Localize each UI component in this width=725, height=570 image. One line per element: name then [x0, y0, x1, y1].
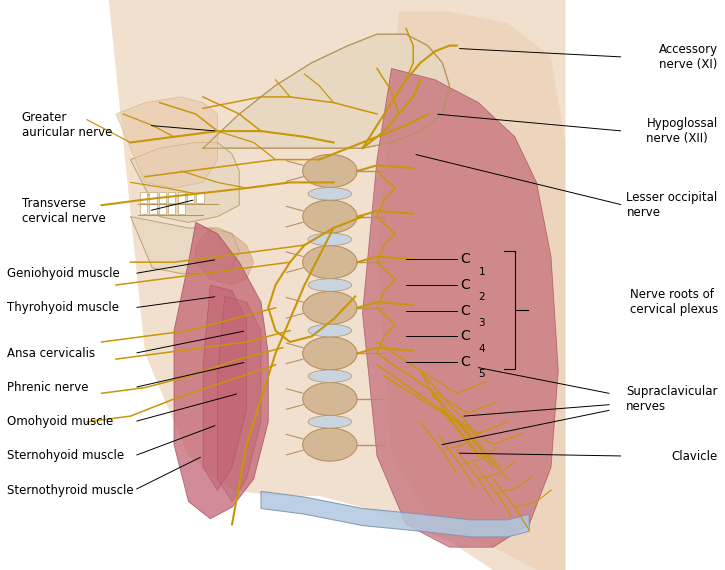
- Text: C: C: [460, 329, 470, 343]
- Text: Nerve roots of
cervical plexus: Nerve roots of cervical plexus: [629, 288, 718, 316]
- Ellipse shape: [303, 246, 357, 279]
- Text: Greater
auricular nerve: Greater auricular nerve: [22, 111, 112, 140]
- Text: 5: 5: [478, 369, 485, 380]
- Polygon shape: [362, 68, 558, 547]
- Bar: [140, 204, 147, 214]
- Text: Sternothyroid muscle: Sternothyroid muscle: [7, 484, 134, 496]
- Polygon shape: [203, 34, 450, 148]
- Text: Supraclavicular
nerves: Supraclavicular nerves: [626, 385, 718, 413]
- Ellipse shape: [303, 428, 357, 461]
- Text: Accessory
nerve (XI): Accessory nerve (XI): [658, 43, 718, 71]
- Text: Omohyoid muscle: Omohyoid muscle: [7, 416, 114, 428]
- Polygon shape: [130, 142, 239, 222]
- Bar: [168, 192, 175, 203]
- Polygon shape: [203, 285, 247, 490]
- Polygon shape: [116, 97, 218, 188]
- Text: Ansa cervicalis: Ansa cervicalis: [7, 347, 96, 360]
- Text: Clavicle: Clavicle: [671, 450, 718, 462]
- Bar: [178, 204, 185, 214]
- Polygon shape: [174, 222, 268, 519]
- Text: Hypoglossal
nerve (XII): Hypoglossal nerve (XII): [647, 117, 718, 145]
- Text: 4: 4: [478, 344, 485, 354]
- Text: Lesser occipital
nerve: Lesser occipital nerve: [626, 191, 718, 219]
- Text: Phrenic nerve: Phrenic nerve: [7, 381, 88, 394]
- Bar: [178, 192, 185, 203]
- Bar: [159, 192, 166, 203]
- Polygon shape: [109, 0, 566, 570]
- Bar: [187, 192, 194, 203]
- Bar: [159, 204, 166, 214]
- Text: C: C: [460, 355, 470, 369]
- Ellipse shape: [308, 416, 352, 428]
- Bar: [168, 204, 175, 214]
- Bar: [149, 192, 157, 203]
- Text: Geniohyoid muscle: Geniohyoid muscle: [7, 267, 120, 280]
- Text: 1: 1: [478, 267, 485, 277]
- Text: C: C: [460, 278, 470, 292]
- Ellipse shape: [308, 233, 352, 246]
- Text: Transverse
cervical nerve: Transverse cervical nerve: [22, 197, 106, 225]
- Ellipse shape: [303, 291, 357, 324]
- Ellipse shape: [308, 188, 352, 200]
- Ellipse shape: [308, 324, 352, 337]
- Ellipse shape: [303, 382, 357, 416]
- Text: C: C: [460, 304, 470, 317]
- Bar: [149, 204, 157, 214]
- Text: Thyrohyoid muscle: Thyrohyoid muscle: [7, 302, 119, 314]
- Ellipse shape: [308, 370, 352, 382]
- Bar: [140, 192, 147, 203]
- Ellipse shape: [303, 154, 357, 188]
- Bar: [196, 192, 204, 203]
- Polygon shape: [130, 217, 239, 274]
- Text: Sternohyoid muscle: Sternohyoid muscle: [7, 450, 125, 462]
- Ellipse shape: [308, 279, 352, 291]
- Polygon shape: [196, 228, 254, 285]
- Text: 3: 3: [478, 318, 485, 328]
- Polygon shape: [218, 296, 261, 502]
- Text: 2: 2: [478, 292, 485, 303]
- Ellipse shape: [303, 337, 357, 370]
- Ellipse shape: [303, 200, 357, 233]
- Text: C: C: [460, 253, 470, 266]
- Polygon shape: [261, 491, 529, 537]
- Polygon shape: [377, 11, 566, 570]
